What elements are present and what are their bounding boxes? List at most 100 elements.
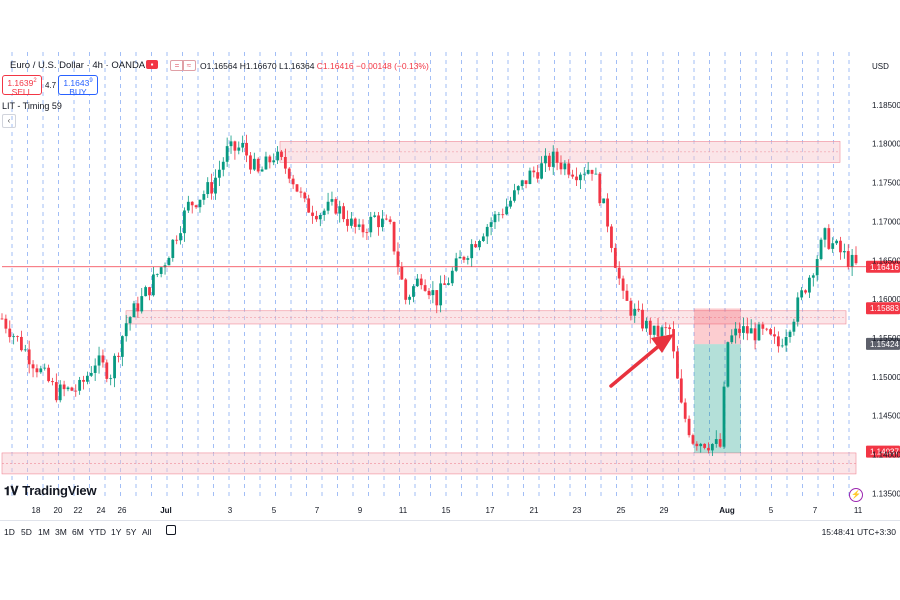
candle-body (629, 300, 633, 316)
candle-body (555, 151, 559, 163)
x-tick-label: 7 (315, 506, 320, 515)
candle-body (501, 214, 505, 216)
candle-body (676, 351, 679, 379)
candle-body (23, 349, 27, 351)
sell-button[interactable]: 1.16392 SELL (2, 75, 42, 97)
candle-body (610, 226, 613, 248)
candle-body (392, 221, 396, 252)
waves-icon[interactable]: ≈ (182, 60, 196, 71)
candle-body (668, 327, 672, 330)
range-ytd[interactable]: YTD (89, 527, 106, 537)
candle-body (202, 194, 206, 200)
candle-body (140, 296, 144, 312)
lightning-icon[interactable]: ⚡ (849, 488, 863, 502)
candle-body (641, 309, 644, 329)
candle-body (831, 243, 835, 249)
x-tick-label: 21 (530, 506, 539, 515)
candle-body (381, 218, 384, 228)
candle-body (699, 443, 703, 447)
candle-body (404, 279, 408, 300)
sell-label: SELL (11, 86, 33, 97)
target-area (694, 344, 741, 453)
range-1m[interactable]: 1M (38, 527, 50, 537)
support-resistance-zones (1, 141, 857, 475)
candle-body (268, 156, 272, 163)
currency-label[interactable]: USD (872, 62, 889, 71)
ohlc-close: C1.16416 (316, 61, 354, 71)
range-1d[interactable]: 1D (4, 527, 15, 537)
candle-body (575, 176, 578, 181)
candle-body (326, 201, 330, 211)
candle-body (788, 331, 792, 338)
range-5y[interactable]: 5Y (126, 527, 137, 537)
candle-body (31, 364, 35, 369)
price-label: 1.16416 (870, 263, 899, 272)
time-axis: 18 20 22 24 26 Jul 3 5 7 9 11 15 17 21 23 25 29 Aug 5 7 11 (32, 506, 863, 515)
candle-body (272, 160, 276, 163)
candle-body (617, 267, 621, 279)
candle-body (276, 151, 280, 161)
x-tick-label: 25 (617, 506, 626, 515)
clock: 15:48:41 UTC+3:30 (821, 527, 896, 537)
range-5d[interactable]: 5D (21, 527, 32, 537)
candle-body (489, 222, 493, 227)
candle-body (27, 349, 31, 365)
candle-body (528, 170, 532, 185)
alert-icon[interactable]: ▪ (146, 60, 158, 69)
candle-body (342, 206, 345, 220)
candle-body (695, 443, 699, 447)
collapse-chevron-icon[interactable]: ‹ (2, 114, 16, 128)
x-tick-label: Aug (719, 506, 735, 515)
y-tick-label: 1.17500 (872, 179, 900, 188)
x-tick-label: 17 (486, 506, 495, 515)
candle-body (93, 365, 97, 373)
candle-body (419, 278, 423, 286)
y-tick-label: 1.15000 (872, 373, 900, 382)
candle-body (714, 439, 718, 444)
candle-body (412, 286, 415, 297)
candle-body (287, 168, 291, 179)
range-1y[interactable]: 1Y (111, 527, 122, 537)
candle-body (784, 337, 788, 346)
range-all[interactable]: All (142, 527, 152, 537)
candle-body (400, 266, 404, 280)
buy-button[interactable]: 1.16439 BUY (58, 75, 98, 96)
candle-body (481, 236, 485, 241)
candle-body (551, 151, 555, 167)
candle-body (738, 328, 741, 333)
candle-body (742, 326, 745, 333)
candle-body (136, 303, 140, 312)
candle-body (563, 163, 567, 170)
candle-body (703, 443, 707, 448)
candle-body (8, 328, 12, 338)
candle-body (35, 368, 39, 373)
candle-body (571, 174, 575, 177)
candle-body (761, 324, 765, 329)
range-3m[interactable]: 3M (55, 527, 67, 537)
y-tick-label: 1.14000 (872, 450, 900, 459)
range-6m[interactable]: 6M (72, 527, 84, 537)
candle-body (606, 198, 609, 227)
candle-body (163, 265, 167, 268)
x-tick-label: 26 (118, 506, 127, 515)
spread-value: 4.7 (45, 81, 57, 90)
x-tick-label: 9 (358, 506, 363, 515)
y-tick-label: 1.17000 (872, 217, 900, 226)
x-tick-label: Jul (160, 506, 172, 515)
candle-body (171, 239, 175, 258)
candle-body (513, 190, 516, 201)
candle-body (773, 334, 776, 337)
calendar-icon[interactable] (166, 525, 176, 535)
candle-body (454, 258, 458, 271)
symbol-title[interactable]: Euro / U.S. Dollar · 4h · OANDA (10, 60, 146, 71)
indicator-label[interactable]: LIT - Timing 59 (2, 101, 62, 111)
candle-body (16, 336, 19, 338)
candle-body (811, 275, 815, 278)
settings-icon[interactable]: = (170, 60, 184, 71)
candle-body (295, 184, 299, 192)
candle-body (765, 328, 769, 330)
candle-body (839, 240, 842, 253)
candle-body (846, 251, 850, 267)
y-tick-label: 1.14500 (872, 412, 900, 421)
